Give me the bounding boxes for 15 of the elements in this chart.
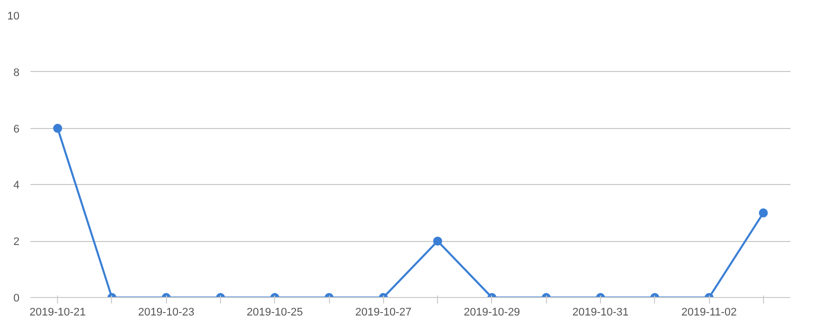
- x-tick-label: 2019-11-02: [681, 306, 737, 318]
- y-tick-label: 8: [13, 66, 20, 79]
- point: [53, 124, 62, 133]
- x-tick-label: 2019-10-25: [246, 306, 303, 318]
- x-tick-label: 2019-10-21: [30, 306, 86, 318]
- y-tick-label: 10: [7, 10, 20, 22]
- y-tick-label: 2: [13, 236, 20, 248]
- x-tick-label: 2019-10-29: [464, 306, 520, 318]
- y-tick-label: 6: [13, 123, 20, 136]
- x-tick-label: 2019-10-23: [138, 306, 194, 318]
- y-tick-label: 4: [13, 180, 20, 192]
- y-tick-label: 0: [13, 292, 20, 304]
- x-tick-label: 2019-10-31: [572, 306, 629, 318]
- point: [758, 208, 768, 218]
- x-tick-label: 2019-10-27: [355, 306, 412, 318]
